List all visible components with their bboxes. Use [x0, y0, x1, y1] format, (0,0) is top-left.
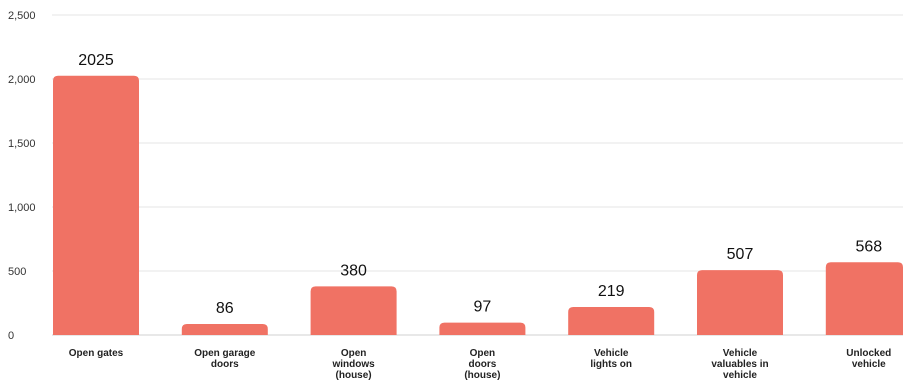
y-tick-label: 500 — [8, 266, 26, 278]
x-tick-label: Unlocked vehicle — [846, 348, 891, 370]
bar — [825, 262, 903, 335]
bar — [568, 306, 655, 335]
x-tick-label: Vehicle lights on — [590, 348, 632, 370]
bar — [181, 323, 268, 335]
y-tick-label: 2,500 — [8, 10, 36, 22]
data-labels: 2025 86 380 97 219 507 568 — [78, 52, 882, 317]
data-label: 380 — [340, 262, 367, 279]
y-tick-label: 1,500 — [8, 138, 36, 150]
data-label: 2025 — [78, 52, 114, 69]
x-tick-label: Open gates — [69, 348, 124, 359]
bar — [53, 75, 139, 336]
bars — [53, 75, 903, 336]
x-tick-label: Open doors (house) — [464, 348, 500, 381]
x-tick-label: Vehicle valuables in vehicle — [711, 348, 768, 381]
bar — [439, 322, 526, 335]
data-label: 86 — [216, 300, 234, 317]
data-label: 219 — [598, 283, 625, 300]
data-label: 568 — [855, 238, 882, 255]
data-label: 507 — [727, 246, 754, 263]
x-tick-label: Open windows (house) — [331, 348, 375, 381]
bar — [310, 286, 397, 335]
x-axis: Open gates Open garage doors Open windows (ho… — [69, 348, 892, 381]
data-label: 97 — [474, 299, 492, 316]
y-axis: 0 500 1,000 1,500 2,000 2,500 — [8, 10, 36, 342]
y-tick-label: 0 — [8, 330, 14, 342]
y-tick-label: 2,000 — [8, 74, 36, 86]
bar — [697, 270, 783, 335]
x-tick-label: Open garage doors — [194, 348, 256, 370]
y-tick-label: 1,000 — [8, 202, 36, 214]
